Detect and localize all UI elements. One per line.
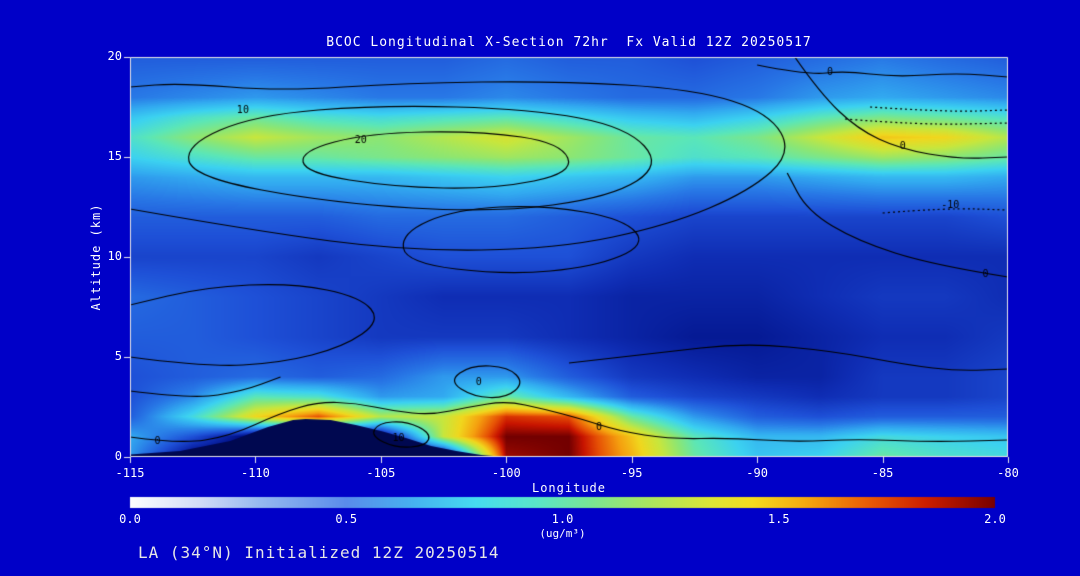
x-tick-label: -105	[366, 466, 396, 480]
colorbar-tick-label: 2.0	[984, 512, 1006, 526]
x-axis-title: Longitude	[531, 481, 607, 495]
colorbar-tick-label: 1.5	[767, 512, 790, 526]
x-tick-label: -100	[491, 466, 521, 480]
colorbar-tick-label: 0.5	[335, 512, 358, 526]
y-tick-label: 20	[107, 49, 122, 63]
x-tick-label: -80	[997, 466, 1019, 480]
chart-title: BCOC Longitudinal X-Section 72hr Fx Vali…	[326, 35, 812, 50]
colorbar-tick-label: 1.0	[551, 512, 574, 526]
x-tick-label: -115	[115, 466, 145, 480]
colorbar-unit-label: (ug/m³)	[539, 527, 586, 540]
colorbar-tick-label: 0.0	[119, 512, 141, 526]
x-tick-label: -85	[871, 466, 894, 480]
run-info-label: LA (34°N) Initialized 12Z 20250514	[138, 543, 500, 562]
y-tick-label: 5	[114, 349, 122, 363]
y-tick-label: 0	[114, 449, 122, 463]
x-tick-label: -110	[240, 466, 270, 480]
x-tick-label: -90	[746, 466, 768, 480]
y-tick-label: 10	[107, 249, 122, 263]
x-tick-label: -95	[620, 466, 643, 480]
y-tick-label: 15	[107, 149, 122, 163]
